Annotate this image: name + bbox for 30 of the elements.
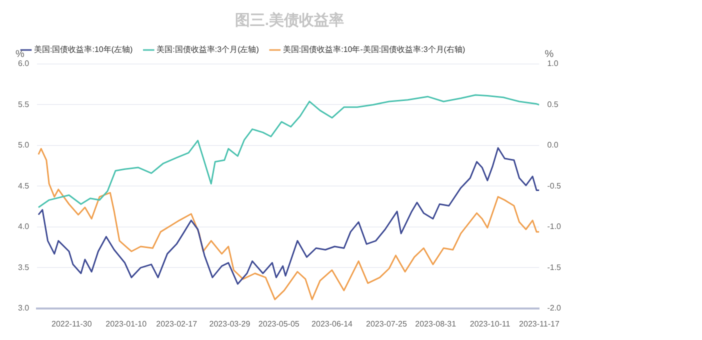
y2-tick-label: 0.5 (547, 100, 559, 109)
x-tick-label: 2023-01-10 (106, 319, 148, 328)
y-tick-label: 6.0 (18, 59, 30, 68)
x-tick-label: 2023-02-17 (156, 319, 198, 328)
y-tick-label: 3.5 (18, 262, 30, 272)
y2-tick-label: -1.5 (547, 262, 562, 272)
x-tick-label: 2023-10-11 (470, 319, 511, 328)
legend-label: 美国:国债收益率:10年(左轴) (34, 45, 134, 54)
legend-label: 美国:国债收益率:10年-美国:国债收益率:3个月(右轴) (282, 45, 466, 54)
y2-tick-label: 1.0 (547, 59, 559, 68)
y-tick-label: 5.0 (18, 140, 30, 150)
x-tick-label: 2023-06-14 (312, 319, 354, 328)
y2-tick-label: -2.0 (547, 304, 562, 313)
y2-tick-label: -1.0 (547, 222, 562, 232)
x-tick-label: 2023-11-17 (519, 319, 560, 328)
y2-tick-label: -0.5 (547, 181, 562, 190)
y2-tick-label: 0.0 (547, 140, 559, 150)
x-tick-label: 2023-03-29 (209, 319, 251, 328)
x-tick-label: 2023-05-05 (258, 319, 300, 328)
y-tick-label: 5.5 (18, 100, 30, 109)
y2-axis-title: % (544, 48, 554, 60)
legend-label: 美国:国债收益率:3个月(左轴) (156, 45, 260, 54)
x-tick-label: 2023-08-31 (415, 319, 457, 328)
y-tick-label: 3.0 (18, 304, 30, 313)
y-tick-label: 4.5 (18, 181, 30, 190)
y-axis-title: % (16, 48, 25, 60)
chart-title: 图三.美债收益率 (234, 11, 344, 30)
x-tick-label: 2022-11-30 (51, 319, 92, 328)
x-tick-label: 2023-07-25 (366, 319, 408, 328)
y-tick-label: 4.0 (18, 222, 30, 232)
